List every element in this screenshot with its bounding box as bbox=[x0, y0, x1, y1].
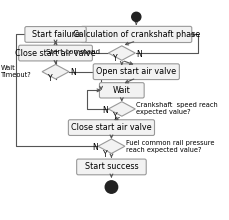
Text: Y: Y bbox=[113, 112, 118, 121]
FancyBboxPatch shape bbox=[81, 26, 192, 42]
Text: Close start air valve: Close start air valve bbox=[15, 49, 96, 58]
Circle shape bbox=[105, 181, 118, 193]
Text: Start success: Start success bbox=[85, 162, 138, 171]
Text: Wait: Wait bbox=[113, 86, 131, 95]
Text: Y: Y bbox=[103, 150, 107, 160]
FancyBboxPatch shape bbox=[19, 45, 92, 61]
Text: Fuel common rail pressure
reach expected value?: Fuel common rail pressure reach expected… bbox=[126, 140, 214, 153]
Text: Y: Y bbox=[113, 54, 118, 63]
Polygon shape bbox=[42, 64, 69, 79]
Text: Close start air valve: Close start air valve bbox=[71, 123, 152, 132]
Text: Y: Y bbox=[49, 74, 53, 83]
Text: N: N bbox=[92, 143, 98, 152]
FancyBboxPatch shape bbox=[99, 83, 144, 98]
Text: Crankshaft  speed reach
expected value?: Crankshaft speed reach expected value? bbox=[136, 103, 218, 116]
Text: Start command: Start command bbox=[46, 49, 100, 55]
Text: N: N bbox=[103, 106, 108, 115]
Polygon shape bbox=[108, 102, 135, 116]
FancyBboxPatch shape bbox=[68, 120, 155, 136]
Text: Wait
Timeout?: Wait Timeout? bbox=[1, 65, 32, 78]
FancyBboxPatch shape bbox=[93, 64, 179, 80]
Circle shape bbox=[132, 12, 141, 21]
Text: Start failure: Start failure bbox=[32, 30, 79, 39]
FancyBboxPatch shape bbox=[25, 27, 86, 42]
FancyBboxPatch shape bbox=[77, 159, 146, 175]
Text: Calculation of crankshaft phase: Calculation of crankshaft phase bbox=[73, 30, 200, 39]
Text: N: N bbox=[70, 68, 76, 77]
Polygon shape bbox=[98, 139, 125, 154]
Polygon shape bbox=[108, 46, 135, 60]
Text: Open start air valve: Open start air valve bbox=[96, 67, 176, 76]
Text: N: N bbox=[136, 50, 142, 59]
